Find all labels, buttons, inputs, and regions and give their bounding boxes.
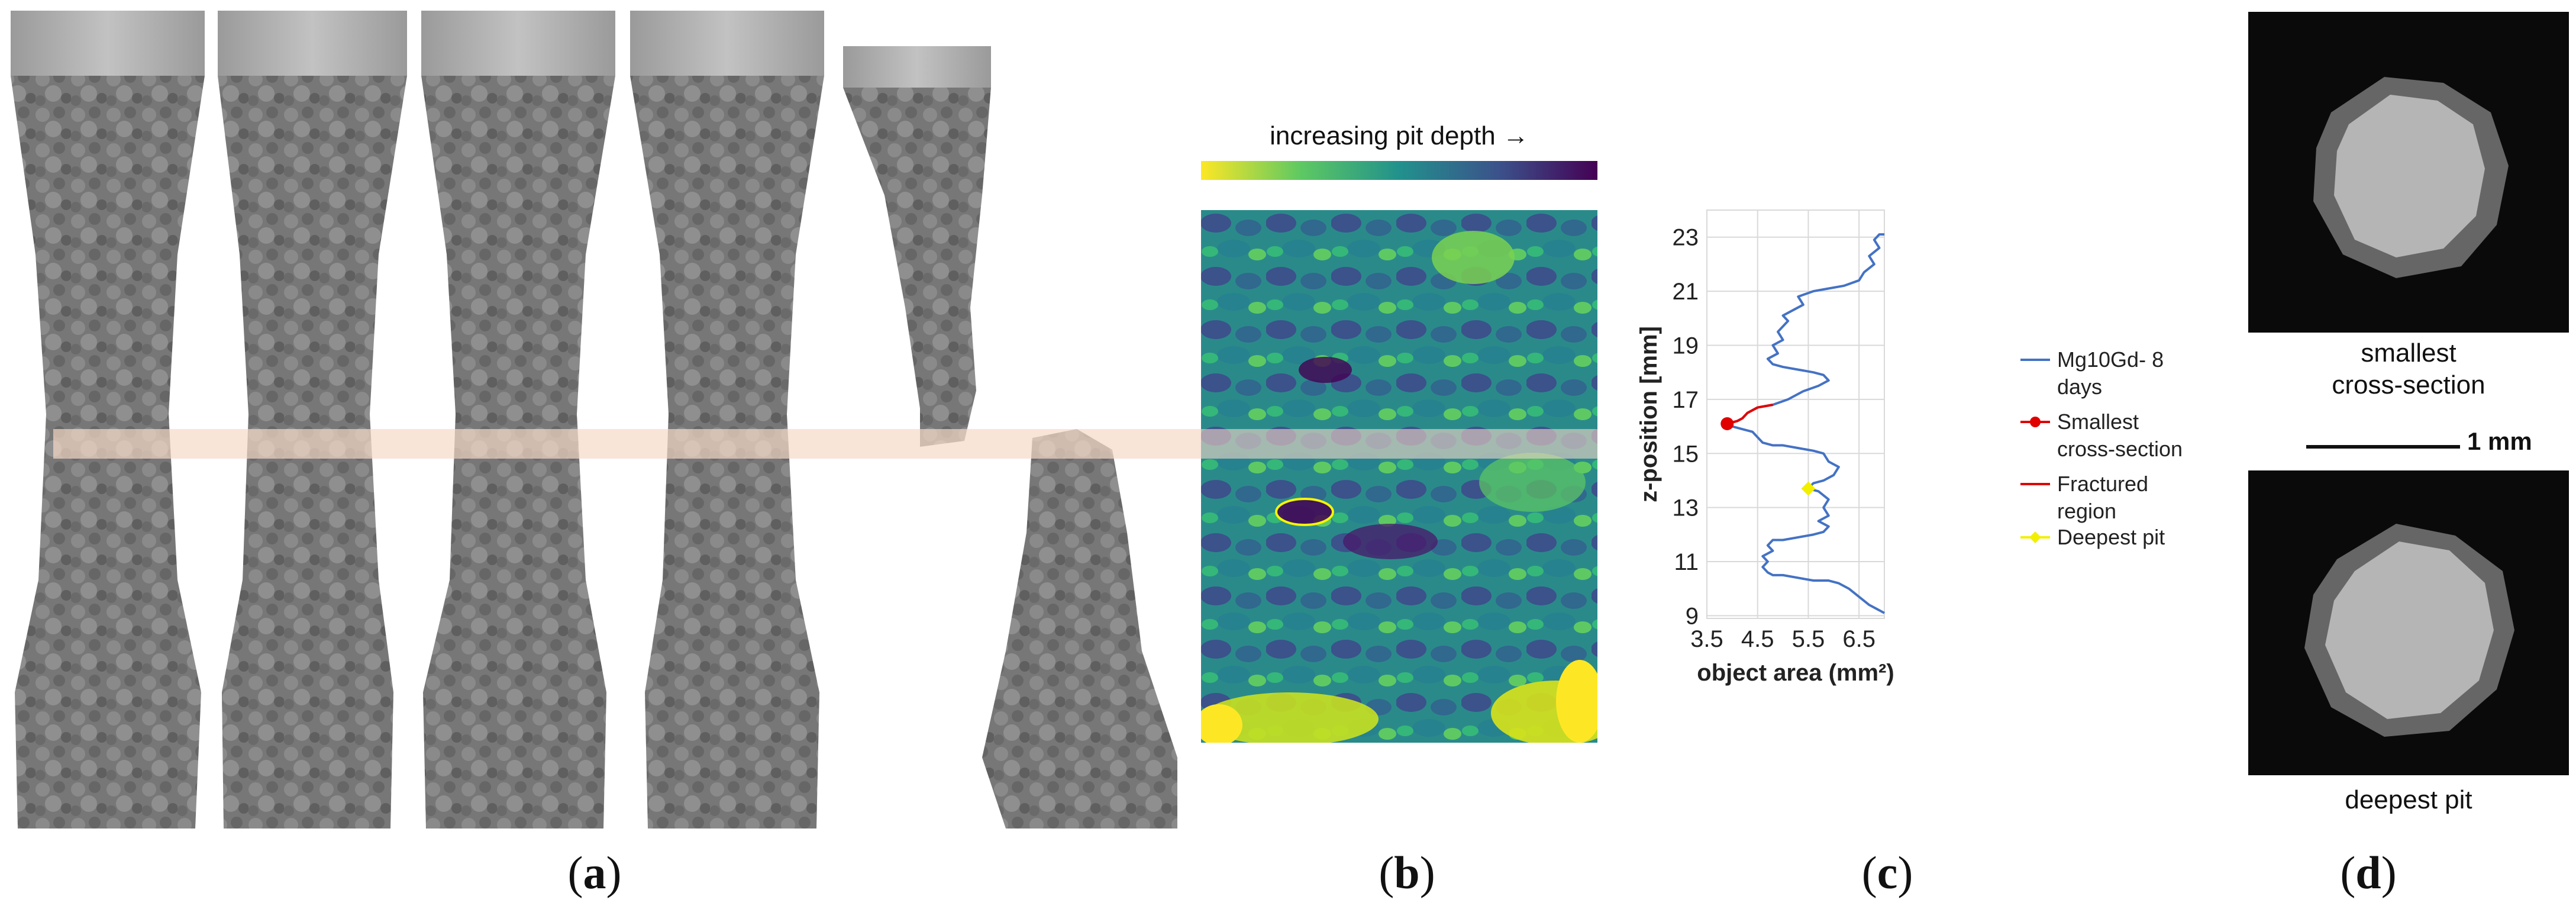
x-tick-label: 3.5 (1690, 626, 1723, 652)
plot-frame (1706, 209, 1885, 619)
x-tick-label: 5.5 (1792, 626, 1825, 652)
colorbar (1201, 161, 1597, 180)
panel-label-a: (a) (567, 847, 622, 898)
legend-marker (2030, 417, 2041, 427)
specimen-3 (421, 11, 615, 828)
highlight-band-b (1201, 429, 1597, 459)
legend-label: cross-section (2057, 437, 2183, 461)
legend-label: Smallest (2057, 410, 2139, 434)
highlight-band-a (53, 429, 1213, 459)
legend-label: region (2057, 499, 2116, 523)
panel-a-specimens (11, 11, 1213, 828)
panel-label-b: (b) (1379, 847, 1435, 898)
scale-bar-label: 1 mm (2467, 427, 2532, 455)
legend-marker (2029, 531, 2041, 543)
x-tick-label: 6.5 (1842, 626, 1875, 652)
legend-label: Fractured (2057, 472, 2148, 496)
smallest-cross-section-image (2248, 12, 2569, 333)
y-axis-label: z-position [mm] (1636, 326, 1662, 502)
pit-depth-map (1201, 210, 1597, 743)
scale-bar (2306, 445, 2460, 449)
series-line-0 (1726, 233, 1885, 614)
legend-label: days (2057, 375, 2102, 399)
x-axis-label: object area (mm²) (1697, 660, 1894, 686)
specimen-4 (630, 11, 824, 828)
specimen-1 (11, 11, 205, 828)
colorbar-title: increasing pit depth → (1270, 121, 1529, 150)
area-chart: 3.5 4.5 5.5 6.5 9 11 13 15 17 19 21 23 object area (… (1636, 209, 2183, 686)
deepest-pit-image (2248, 470, 2569, 775)
y-tick-label: 19 (1673, 333, 1699, 359)
y-tick-label: 17 (1673, 387, 1699, 413)
panel-label-c: (c) (1861, 847, 1913, 898)
series-line-2 (1726, 404, 1773, 425)
y-tick-label: 23 (1673, 225, 1699, 251)
y-tick-label: 15 (1673, 441, 1699, 467)
legend-label: Mg10Gd- 8 (2057, 347, 2164, 372)
panel-label-d: (d) (2340, 847, 2397, 898)
y-tick-label: 13 (1673, 495, 1699, 521)
bottom-caption: deepest pit (2345, 785, 2472, 814)
specimen-2 (218, 11, 407, 828)
top-caption: smallest cross-section (2332, 339, 2485, 399)
legend-label: Deepest pit (2057, 525, 2165, 549)
marker-deepest-pit (1801, 481, 1816, 496)
deepest-pit-ellipse (1275, 498, 1334, 526)
y-tick-label: 11 (1674, 549, 1699, 575)
marker-smallest-cross-section (1720, 417, 1734, 430)
y-tick-label: 9 (1686, 603, 1699, 629)
y-tick-label: 21 (1673, 279, 1699, 305)
specimen-5-fractured (843, 46, 1177, 828)
x-tick-label: 4.5 (1741, 626, 1774, 652)
